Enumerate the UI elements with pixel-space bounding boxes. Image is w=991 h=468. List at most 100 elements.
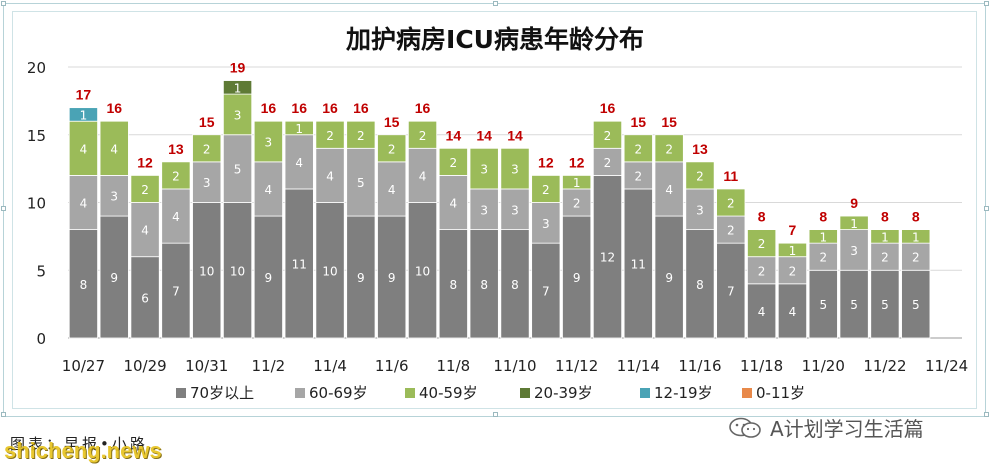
bar-segment bbox=[901, 242, 931, 271]
legend-label: 60-69岁 bbox=[309, 384, 368, 402]
data-label: 9 bbox=[573, 271, 581, 285]
legend-swatch bbox=[520, 388, 530, 398]
data-label: 2 bbox=[604, 129, 612, 143]
data-label: 4 bbox=[172, 210, 180, 224]
x-tick-label: 11/10 bbox=[493, 357, 536, 375]
data-label: 12 bbox=[600, 251, 615, 265]
bar-segment bbox=[654, 134, 684, 163]
chart-title: 加护病房ICU病患年龄分布 bbox=[345, 25, 644, 54]
x-tick-label: 11/16 bbox=[678, 357, 721, 375]
resize-handle-top-center[interactable] bbox=[493, 1, 498, 6]
bar-segment bbox=[438, 147, 468, 176]
data-label: 3 bbox=[234, 108, 242, 122]
bar-segment bbox=[99, 120, 129, 176]
bar-segment bbox=[438, 229, 468, 339]
y-tick-label: 10 bbox=[27, 195, 46, 213]
data-label: 3 bbox=[542, 217, 550, 231]
bar-segment bbox=[161, 242, 191, 339]
bar-segment bbox=[192, 134, 222, 163]
bar-segment bbox=[315, 120, 345, 149]
resize-handle-bottom-right[interactable] bbox=[984, 412, 989, 417]
data-label: 2 bbox=[789, 264, 797, 278]
source-caption: 图表：早报•小路 bbox=[10, 435, 148, 453]
bar-segment bbox=[68, 229, 98, 339]
bar-segment bbox=[623, 161, 653, 190]
resize-handle-top-right[interactable] bbox=[984, 1, 989, 6]
bar-segment bbox=[777, 283, 808, 339]
bar-segment bbox=[808, 269, 838, 339]
legend: 70岁以上 60-69岁 40-59岁 20-39岁 12-19岁 0-11岁 bbox=[176, 384, 805, 402]
data-label: 6 bbox=[141, 291, 149, 305]
data-label: 5 bbox=[234, 163, 242, 177]
bar-segment bbox=[161, 161, 191, 190]
data-label: 9 bbox=[388, 271, 396, 285]
legend-label: 0-11岁 bbox=[756, 384, 805, 402]
wechat-account: A计划学习生活篇 bbox=[728, 413, 924, 442]
bar-segment bbox=[623, 134, 653, 163]
bar-segment bbox=[469, 188, 499, 230]
x-tick-label: 11/8 bbox=[437, 357, 471, 375]
data-label: 2 bbox=[665, 142, 673, 156]
data-label: 3 bbox=[203, 176, 211, 190]
data-label: 4 bbox=[80, 142, 88, 156]
data-label: 1 bbox=[912, 230, 920, 244]
total-label: 15 bbox=[199, 114, 215, 130]
data-label: 3 bbox=[511, 203, 519, 217]
resize-handle-middle-right[interactable] bbox=[984, 206, 989, 211]
total-label: 19 bbox=[230, 60, 246, 76]
total-label: 14 bbox=[507, 127, 523, 143]
bar-segment bbox=[315, 202, 345, 339]
data-label: 11 bbox=[292, 257, 307, 271]
y-tick-label: 15 bbox=[27, 127, 46, 145]
data-label: 3 bbox=[480, 163, 488, 177]
bar-segment bbox=[99, 215, 129, 339]
data-label: 10 bbox=[230, 264, 245, 278]
bar-segment bbox=[500, 147, 530, 190]
resize-handle-bottom-center[interactable] bbox=[493, 412, 498, 417]
data-label: 2 bbox=[604, 156, 612, 170]
bar-segment bbox=[99, 174, 129, 217]
bar-segment bbox=[222, 80, 253, 95]
resize-handle-bottom-left[interactable] bbox=[1, 412, 6, 417]
data-label: 9 bbox=[265, 271, 273, 285]
resize-handle-top-left[interactable] bbox=[1, 1, 6, 6]
resize-handle-middle-left[interactable] bbox=[1, 206, 6, 211]
data-label: 3 bbox=[696, 203, 704, 217]
bar-segment bbox=[469, 229, 499, 339]
total-label: 15 bbox=[661, 114, 677, 130]
legend-label: 40-59岁 bbox=[419, 384, 478, 402]
legend-swatch bbox=[176, 388, 186, 398]
data-label: 2 bbox=[727, 224, 735, 238]
data-label: 7 bbox=[172, 285, 180, 299]
data-label: 10 bbox=[415, 264, 430, 278]
bar-segment bbox=[531, 202, 561, 244]
data-label: 1 bbox=[295, 122, 303, 136]
data-label: 2 bbox=[450, 156, 458, 170]
x-tick-label: 11/18 bbox=[740, 357, 783, 375]
bar-segment bbox=[562, 188, 592, 217]
bar-segment bbox=[68, 174, 98, 230]
bar-segment bbox=[192, 202, 222, 339]
legend-label: 20-39岁 bbox=[534, 384, 593, 402]
data-label: 1 bbox=[234, 81, 242, 95]
bar-segment bbox=[438, 174, 468, 230]
total-label: 17 bbox=[76, 87, 92, 103]
data-label: 2 bbox=[634, 142, 642, 156]
x-tick-label: 11/22 bbox=[863, 357, 906, 375]
data-label: 4 bbox=[758, 305, 766, 319]
bar-segment bbox=[747, 229, 777, 258]
data-label: 2 bbox=[758, 264, 766, 278]
bar-segment bbox=[500, 229, 530, 339]
x-tick-label: 10/31 bbox=[185, 357, 228, 375]
bar-segment bbox=[68, 107, 98, 122]
data-label: 4 bbox=[326, 169, 334, 183]
data-label: 1 bbox=[850, 217, 858, 231]
data-label: 9 bbox=[357, 271, 365, 285]
total-label: 12 bbox=[569, 154, 585, 170]
data-label: 9 bbox=[110, 271, 118, 285]
bar-segment bbox=[222, 202, 253, 339]
y-axis: 0 5 10 15 20 bbox=[27, 59, 46, 348]
data-label: 5 bbox=[357, 176, 365, 190]
data-label: 2 bbox=[634, 169, 642, 183]
data-label: 4 bbox=[419, 169, 427, 183]
